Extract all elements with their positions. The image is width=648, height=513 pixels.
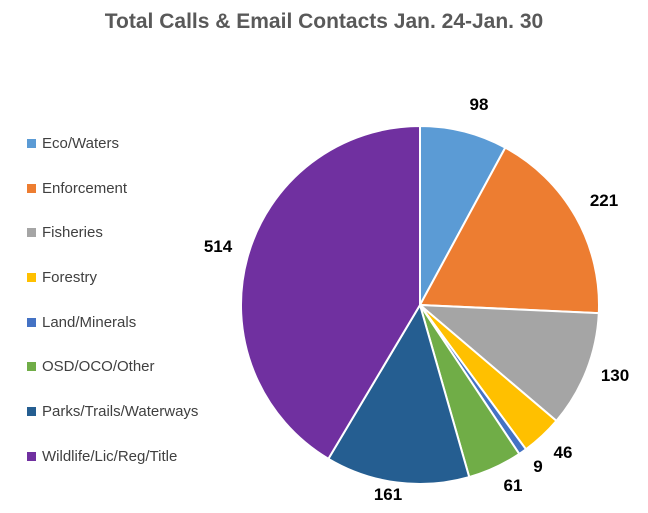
legend-item-land-minerals: Land/Minerals	[27, 300, 198, 345]
data-label-enforcement: 221	[590, 191, 618, 210]
data-label-eco-waters: 98	[470, 95, 489, 114]
data-label-parks-trails-waterways: 161	[374, 485, 402, 504]
data-label-land-minerals: 9	[533, 457, 542, 476]
legend-item-forestry: Forestry	[27, 255, 198, 300]
legend-item-parks-trails-waterways: Parks/Trails/Waterways	[27, 389, 198, 434]
legend-swatch	[27, 317, 36, 327]
data-labels: 98 221 130 46 9 61 161 514	[204, 95, 629, 504]
pie-slice-enforcement	[418, 146, 600, 315]
legend-item-eco-waters: Eco/Waters	[27, 121, 198, 166]
legend-swatch	[27, 362, 36, 372]
data-label-wildlife-lic-reg-title: 514	[204, 237, 233, 256]
legend: Eco/Waters Enforcement Fisheries Forestry La…	[27, 121, 198, 479]
legend-label: Wildlife/Lic/Reg/Title	[42, 447, 178, 465]
legend-swatch	[27, 272, 36, 282]
chart-title: Total Calls & Email Contacts Jan. 24-Jan…	[104, 10, 544, 33]
legend-label: Eco/Waters	[42, 134, 119, 152]
legend-swatch	[27, 138, 36, 148]
data-label-fisheries: 130	[601, 366, 629, 385]
legend-item-osd-oco-other: OSD/OCO/Other	[27, 344, 198, 389]
data-label-forestry: 46	[554, 443, 573, 462]
legend-swatch	[27, 228, 36, 238]
pie-slices	[240, 124, 600, 485]
pie-slice-fisheries	[417, 303, 600, 423]
legend-label: Forestry	[42, 268, 98, 286]
legend-label: Parks/Trails/Waterways	[42, 402, 199, 420]
legend-swatch	[27, 183, 36, 193]
data-label-osd-oco-other: 61	[504, 476, 523, 495]
legend-label: Fisheries	[42, 224, 103, 242]
legend-swatch	[27, 451, 36, 461]
legend-item-wildlife-lic-reg-title: Wildlife/Lic/Reg/Title	[27, 434, 198, 479]
legend-label: Land/Minerals	[42, 313, 137, 331]
legend-label: OSD/OCO/Other	[42, 358, 155, 376]
legend-swatch	[27, 406, 36, 416]
legend-item-fisheries: Fisheries	[27, 210, 198, 255]
pie-slice-parks-trails-waterways	[327, 302, 471, 485]
legend-item-enforcement: Enforcement	[27, 166, 198, 211]
pie-slice-wildlife-lic-reg-title	[240, 124, 421, 461]
legend-label: Enforcement	[42, 179, 128, 197]
